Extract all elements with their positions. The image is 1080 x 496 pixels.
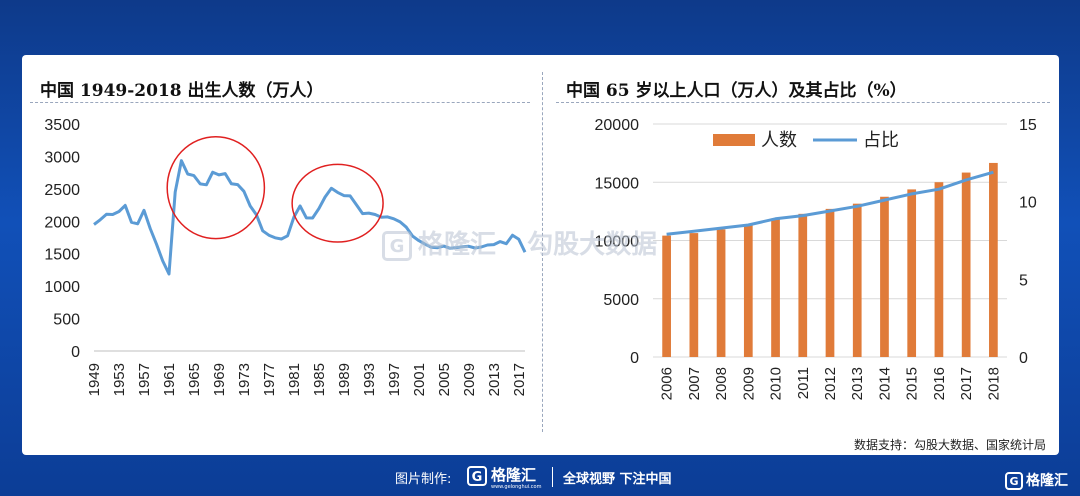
footer-logo-text: 格隆汇	[491, 466, 537, 484]
elderly-combo-chart: 0 5000 10000 15000 20000 0 5 10 15 2006 2007 2008 20…	[595, 117, 1037, 400]
bar-2014	[880, 196, 889, 357]
footer-logo-sub: www.gelonghui.com	[491, 483, 542, 490]
watermark-text: 勾股大数据	[527, 230, 658, 260]
y-tick-label: 2000	[44, 214, 80, 231]
left-chart-title: 中国 1949-2018 出生人数（万人）	[40, 81, 324, 101]
x-tick-label: 2009	[740, 367, 757, 400]
logo-g-icon: G	[467, 465, 487, 486]
x-tick-label: 2009	[461, 363, 478, 396]
x-tick-label: 2005	[436, 363, 453, 396]
x-tick-label: 1953	[111, 363, 128, 396]
corner-logo-icon: G	[1005, 472, 1023, 490]
y-tick-label: 1500	[44, 247, 80, 264]
watermark-logo-text: 格隆汇	[418, 230, 497, 260]
x-tick-label: 1997	[386, 363, 403, 396]
bar-2018	[989, 162, 998, 357]
footer-separator	[552, 467, 553, 487]
source-note: 数据支持：勾股大数据、国家统计局	[853, 438, 1046, 452]
legend-label-bar: 人数	[761, 130, 797, 150]
x-tick-label: 1977	[261, 363, 278, 396]
x-tick-label: 2007	[686, 367, 703, 400]
bar-2015	[907, 189, 917, 357]
x-tick-label: 2013	[486, 363, 503, 396]
highlight-ellipse-1	[166, 135, 266, 240]
bar-2013	[852, 203, 862, 357]
left-title-rule	[30, 102, 530, 103]
x-tick-label: 2008	[713, 367, 730, 400]
bar-2011	[798, 213, 808, 357]
bar-2008	[716, 229, 726, 357]
bar-2009	[743, 225, 753, 357]
watermark: G 格隆汇 勾股大数据	[382, 224, 657, 261]
x-tick-label: 1961	[161, 363, 178, 396]
watermark-logo-icon: G	[382, 230, 412, 261]
y2-tick-label: 5	[1019, 272, 1028, 289]
x-tick-label: 2017	[511, 363, 528, 396]
x-tick-label: 1957	[136, 363, 153, 396]
bar-2012	[825, 208, 835, 357]
corner-logo[interactable]: G 格隆汇	[1005, 470, 1068, 490]
bar-2010	[771, 218, 780, 357]
y2-tick-label: 10	[1019, 195, 1037, 212]
right-title-rule	[556, 102, 1050, 103]
highlight-ellipse-2	[291, 163, 384, 243]
y-tick-label: 1000	[44, 279, 80, 296]
x-tick-label: 2006	[659, 367, 676, 400]
legend-label-line: 占比	[863, 130, 899, 150]
x-tick-label: 2014	[876, 367, 893, 400]
right-chart-title: 中国 65 岁以上人口（万人）及其占比（%）	[566, 81, 907, 101]
y-tick-label: 10000	[595, 234, 640, 251]
x-tick-label: 1989	[336, 363, 353, 396]
bar-2006	[662, 235, 671, 357]
y2-tick-label: 0	[1019, 350, 1028, 367]
y-tick-label: 3500	[44, 117, 80, 134]
y-tick-label: 5000	[603, 292, 639, 309]
births-series-line	[93, 159, 527, 276]
bar-2016	[934, 182, 944, 357]
x-tick-label: 2015	[904, 367, 921, 400]
panel-divider	[542, 72, 543, 432]
y-tick-label: 500	[53, 312, 80, 329]
x-tick-label: 2017	[958, 367, 975, 400]
x-tick-label: 2010	[768, 367, 785, 400]
footer-slogan: 全球视野 下注中国	[563, 472, 672, 487]
x-tick-label: 1969	[211, 363, 228, 396]
y-tick-label: 20000	[595, 117, 640, 134]
x-tick-label: 1985	[311, 363, 328, 396]
footer: 图片制作: G 格隆汇 www.gelonghui.com 全球视野 下注中国	[0, 458, 1080, 496]
y-tick-label: 0	[71, 344, 80, 361]
y-tick-label: 15000	[595, 175, 640, 192]
x-tick-label: 2012	[822, 367, 839, 400]
x-tick-label: 2018	[985, 367, 1002, 400]
y2-tick-label: 15	[1019, 117, 1037, 134]
footer-made-by: 图片制作:	[395, 472, 452, 487]
bar-2007	[689, 233, 699, 357]
x-tick-label: 2016	[931, 367, 948, 400]
bar-2017	[961, 172, 971, 357]
x-tick-label: 1981	[286, 363, 303, 396]
x-tick-label: 1949	[86, 363, 103, 396]
x-tick-label: 1965	[186, 363, 203, 396]
y-tick-label: 0	[630, 350, 639, 367]
share-series-line	[666, 170, 994, 236]
x-tick-label: 2013	[849, 367, 866, 400]
x-tick-label: 2001	[411, 363, 428, 396]
x-tick-label: 2011	[795, 367, 812, 399]
y-tick-label: 3000	[44, 149, 80, 166]
footer-logo[interactable]: G 格隆汇 www.gelonghui.com	[467, 464, 547, 490]
corner-logo-text: 格隆汇	[1026, 473, 1068, 489]
legend-swatch-bar	[713, 134, 755, 146]
x-tick-label: 1973	[236, 363, 253, 396]
x-tick-label: 1993	[361, 363, 378, 396]
y-tick-label: 2500	[44, 182, 80, 199]
birth-line-chart: 0 500 1000 1500 2000 2500 3000 3500 1949 1953 1957…	[44, 117, 528, 396]
